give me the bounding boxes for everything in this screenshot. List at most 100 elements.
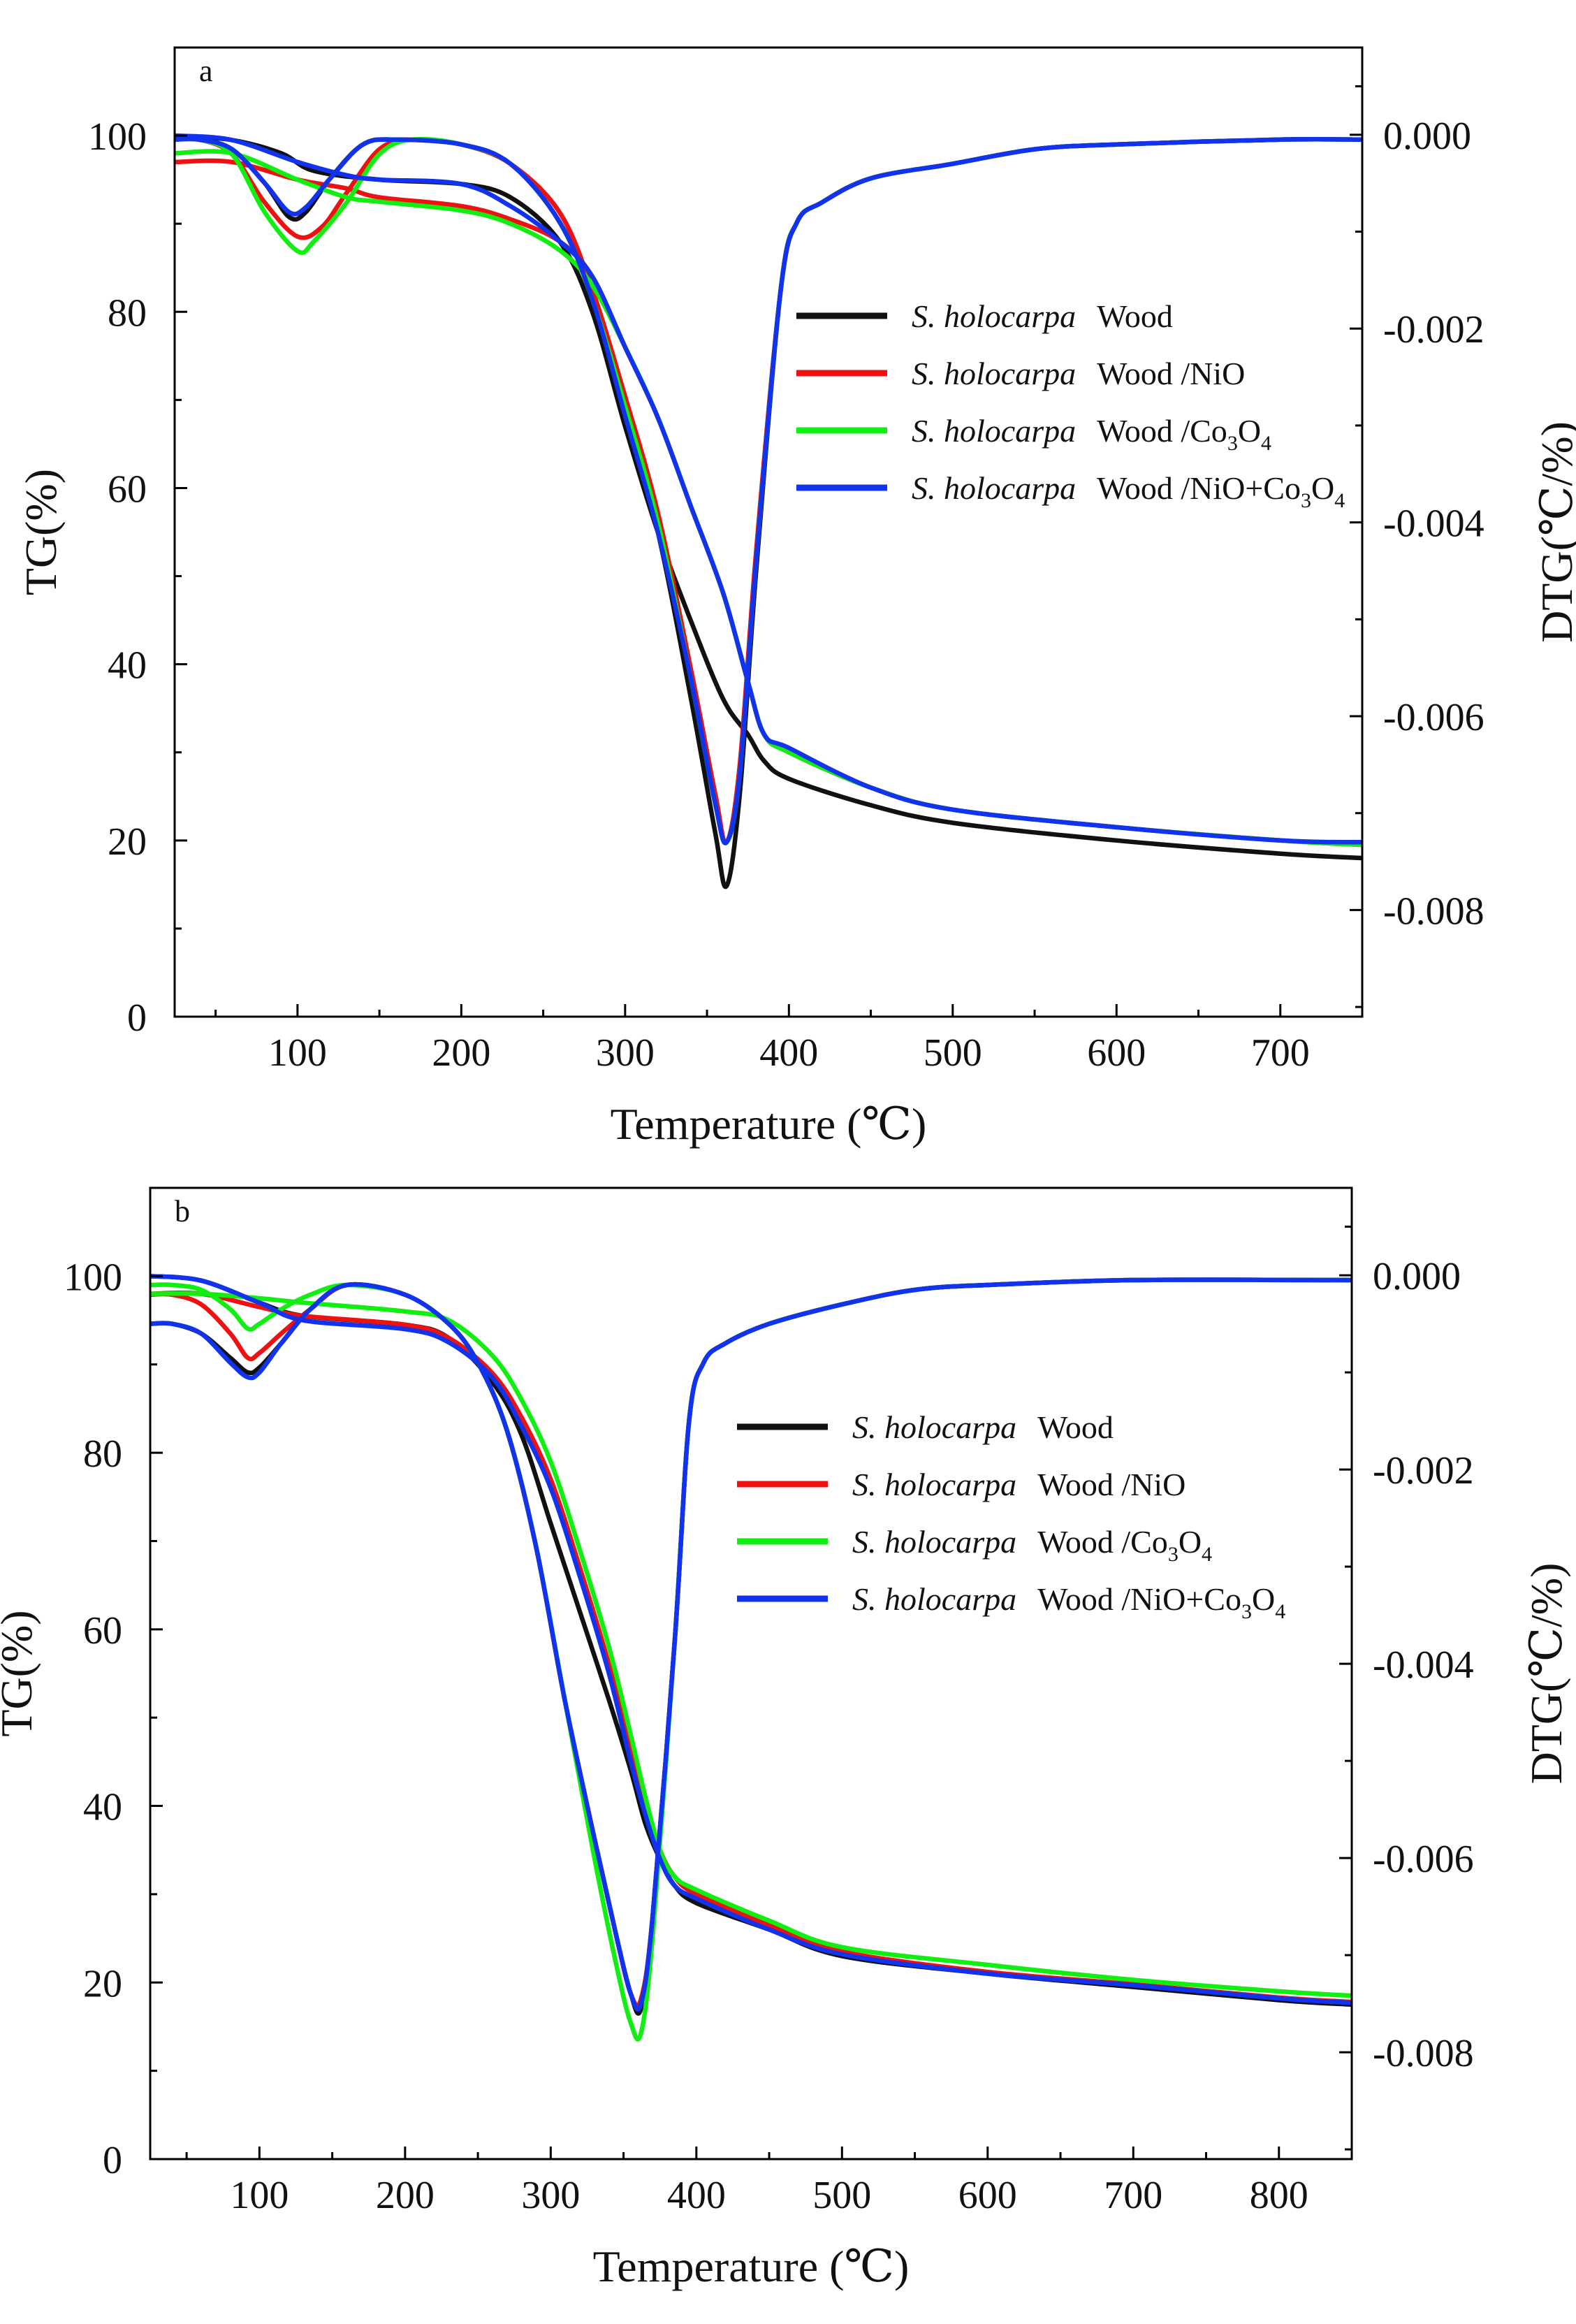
y-left-tick-label: 40 bbox=[83, 1786, 122, 1829]
y-left-axis-title: TG(%) bbox=[0, 1610, 41, 1736]
y-right-tick-label: -0.004 bbox=[1383, 502, 1484, 546]
x-tick-label: 600 bbox=[958, 2174, 1017, 2217]
panel-label: b bbox=[175, 1194, 190, 1228]
series-blue-tg-line bbox=[150, 1274, 1352, 2005]
legend-species: S. holocarpa bbox=[852, 1409, 1016, 1445]
y-left-tick-label: 60 bbox=[108, 467, 147, 511]
legend-subscript: 4 bbox=[1202, 1543, 1212, 1566]
x-tick-label: 100 bbox=[230, 2174, 289, 2217]
x-tick-label: 200 bbox=[432, 1031, 490, 1075]
x-tick-label: 400 bbox=[667, 2174, 726, 2217]
legend-species: S. holocarpa bbox=[852, 1467, 1016, 1502]
x-tick-label: 100 bbox=[268, 1031, 327, 1075]
x-tick-label: 300 bbox=[596, 1031, 655, 1075]
series-blue-dtg-line bbox=[150, 1277, 1352, 2012]
y-left-axis-title: TG(%) bbox=[16, 469, 66, 595]
legend-subscript: 4 bbox=[1275, 1600, 1285, 1623]
y-left-tick-label: 100 bbox=[88, 115, 147, 159]
legend-text: Wood bbox=[1097, 298, 1173, 334]
series-red-dtg-line bbox=[150, 1277, 1352, 2008]
legend-label: S. holocarpa Wood /Co3O4 bbox=[852, 1524, 1212, 1566]
x-tick-label: 500 bbox=[812, 2174, 871, 2217]
legend-text: O bbox=[1252, 1581, 1275, 1617]
x-tick-label: 700 bbox=[1251, 1031, 1310, 1075]
y-left-tick-label: 20 bbox=[108, 820, 147, 864]
y-right-tick-label: -0.008 bbox=[1383, 889, 1484, 933]
legend-text: Wood bbox=[1037, 1409, 1114, 1445]
series-black-tg-line bbox=[150, 1274, 1352, 2007]
legend-species: S. holocarpa bbox=[912, 356, 1076, 391]
legend-species: S. holocarpa bbox=[852, 1581, 1016, 1617]
legend-label: S. holocarpa Wood bbox=[912, 298, 1173, 334]
x-tick-label: 200 bbox=[376, 2174, 435, 2217]
series-green-tg-line bbox=[150, 1291, 1352, 1998]
y-right-tick-label: -0.008 bbox=[1373, 2032, 1474, 2075]
legend-text: O bbox=[1238, 413, 1261, 449]
x-tick-label: 400 bbox=[759, 1031, 818, 1075]
legend-text: Wood /NiO+Co bbox=[1037, 1581, 1241, 1617]
y-right-tick-label: -0.006 bbox=[1383, 696, 1484, 739]
y-left-tick-label: 60 bbox=[83, 1609, 122, 1653]
legend-label: S. holocarpa Wood bbox=[852, 1409, 1114, 1445]
plot-frame bbox=[173, 46, 1364, 1018]
x-axis-title: Temperature (℃) bbox=[611, 1099, 927, 1149]
y-right-axis-title: DTG(℃/%) bbox=[1532, 421, 1576, 643]
legend-text: O bbox=[1179, 1524, 1202, 1560]
legend-text: Wood /NiO bbox=[1037, 1467, 1185, 1502]
panel-label: a bbox=[199, 54, 213, 88]
panel-b: b 100 200 300 400 500 600 700 800 0 20 40 60 80 100 0.0… bbox=[0, 1186, 1571, 2291]
y-right-axis-title: DTG(℃/%) bbox=[1522, 1563, 1571, 1785]
series-group bbox=[150, 1274, 1352, 2042]
legend-text: Wood /Co bbox=[1037, 1524, 1168, 1560]
legend-species: S. holocarpa bbox=[912, 298, 1076, 334]
y-left-tick-label: 100 bbox=[64, 1256, 122, 1299]
series-black-dtg-line bbox=[150, 1277, 1352, 2016]
x-tick-label: 600 bbox=[1087, 1031, 1146, 1075]
plot-frame bbox=[149, 1186, 1353, 2160]
legend-label: S. holocarpa Wood /NiO+Co3O4 bbox=[852, 1581, 1285, 1623]
x-tick-label: 300 bbox=[521, 2174, 580, 2217]
y-left-tick-label: 0 bbox=[127, 996, 147, 1040]
x-axis-title: Temperature (℃) bbox=[593, 2242, 910, 2291]
legend-subscript: 3 bbox=[1227, 432, 1238, 455]
legend-text: Wood /NiO+Co bbox=[1097, 470, 1301, 506]
legend-text: Wood /NiO bbox=[1097, 356, 1245, 391]
y-right-tick-label: 0.000 bbox=[1373, 1255, 1461, 1298]
y-right-tick-label: -0.002 bbox=[1373, 1449, 1474, 1493]
legend-label: S. holocarpa Wood /NiO bbox=[912, 356, 1245, 391]
legend-species: S. holocarpa bbox=[852, 1524, 1016, 1560]
legend-text: Wood /Co bbox=[1097, 413, 1227, 449]
legend-label: S. holocarpa Wood /NiO bbox=[852, 1467, 1185, 1502]
panel-a: a 100 200 300 400 500 600 700 0 20 40 60 80 100 0.000 -… bbox=[16, 46, 1576, 1149]
legend-subscript: 3 bbox=[1168, 1543, 1179, 1566]
series-red-tg-line bbox=[150, 1290, 1352, 2005]
y-right-tick-label: -0.004 bbox=[1373, 1643, 1474, 1687]
legend-subscript: 3 bbox=[1301, 489, 1311, 512]
legend-species: S. holocarpa bbox=[912, 413, 1076, 449]
y-left-tick-label: 20 bbox=[83, 1962, 122, 2005]
legend-subscript: 3 bbox=[1241, 1600, 1252, 1623]
legend-subscript: 4 bbox=[1261, 432, 1271, 455]
x-tick-label: 700 bbox=[1104, 2174, 1162, 2217]
legend-species: S. holocarpa bbox=[912, 470, 1076, 506]
y-left-tick-label: 40 bbox=[108, 644, 147, 688]
y-right-tick-label: -0.006 bbox=[1373, 1838, 1474, 1881]
y-left-tick-label: 80 bbox=[83, 1432, 122, 1476]
y-right-tick-label: -0.002 bbox=[1383, 308, 1484, 351]
legend-text: O bbox=[1311, 470, 1334, 506]
x-tick-label: 500 bbox=[924, 1031, 982, 1075]
legend-label: S. holocarpa Wood /NiO+Co3O4 bbox=[912, 470, 1345, 512]
y-right-tick-label: 0.000 bbox=[1383, 115, 1471, 158]
y-left-tick-label: 80 bbox=[108, 291, 147, 335]
y-left-tick-label: 0 bbox=[103, 2139, 122, 2182]
legend-subscript: 4 bbox=[1334, 489, 1345, 512]
legend-label: S. holocarpa Wood /Co3O4 bbox=[912, 413, 1271, 455]
x-tick-label: 800 bbox=[1250, 2174, 1308, 2217]
series-blue-tg-line bbox=[175, 133, 1362, 845]
series-blue-dtg-line bbox=[175, 136, 1362, 845]
series-black-dtg-line bbox=[175, 136, 1362, 889]
series-group bbox=[175, 133, 1362, 889]
